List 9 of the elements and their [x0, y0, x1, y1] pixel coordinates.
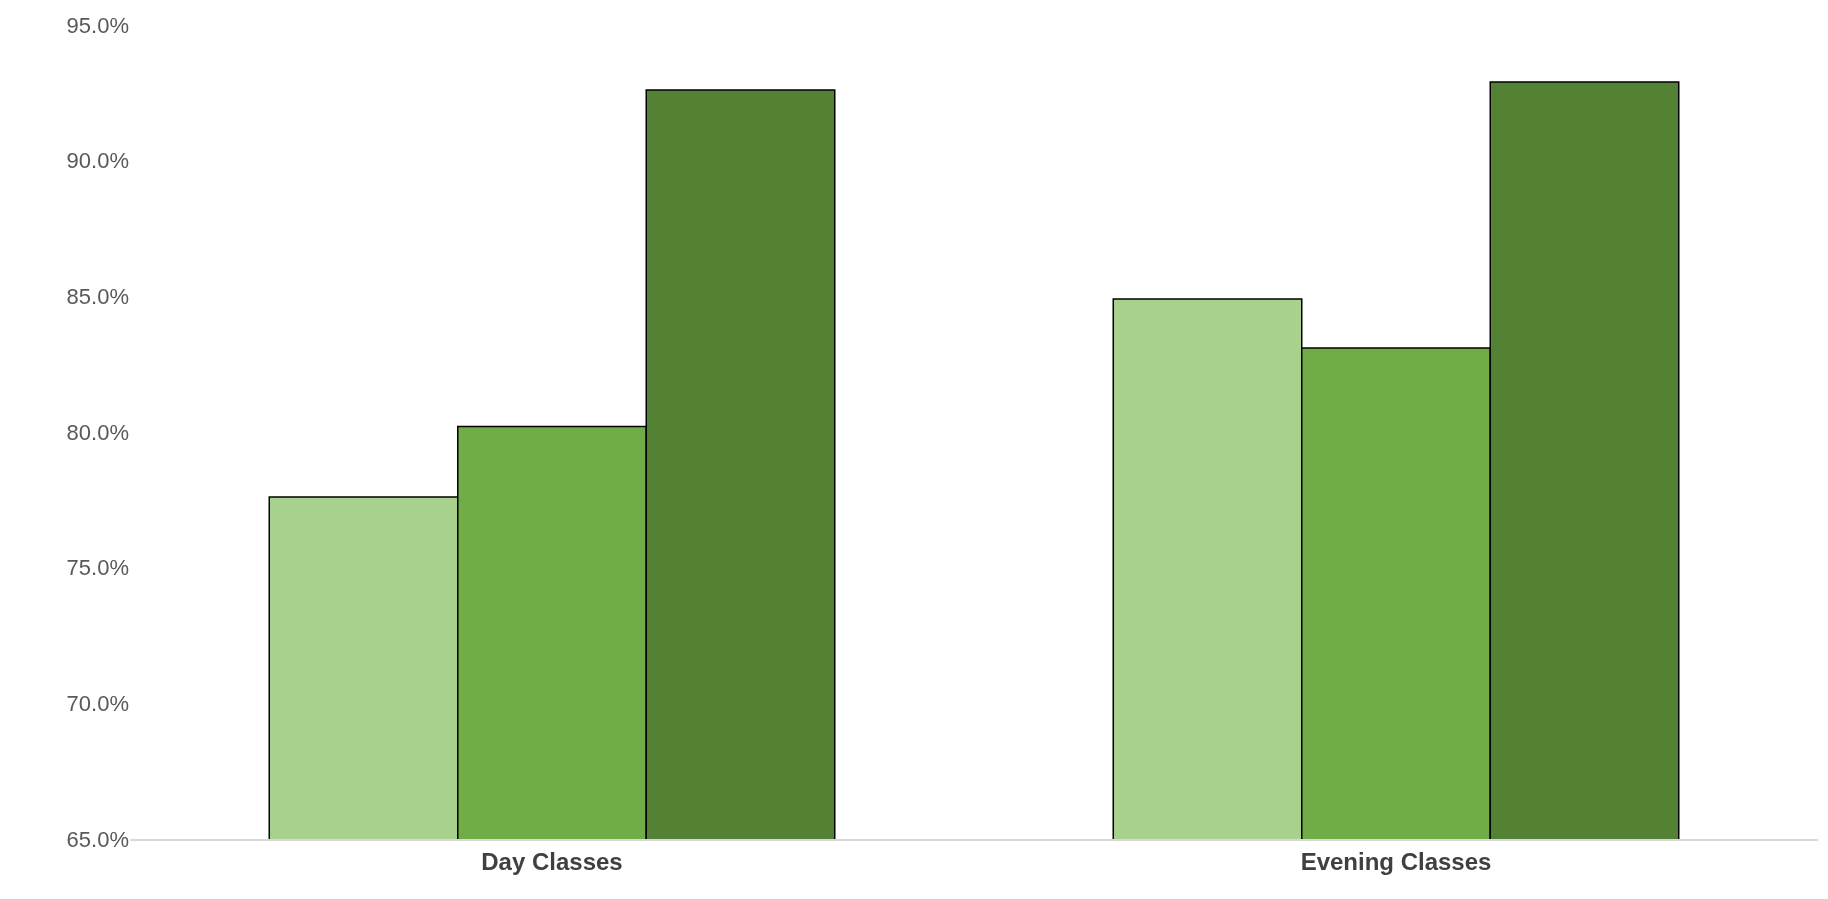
x-tick-label: Evening Classes: [1300, 847, 1492, 875]
x-tick-label: Day Classes: [481, 847, 623, 875]
y-tick-label: 80.0%: [66, 419, 129, 445]
y-tick-label: 90.0%: [66, 148, 129, 174]
y-tick-label: 95.0%: [66, 12, 129, 38]
y-tick-label: 75.0%: [66, 555, 129, 581]
y-tick-label: 70.0%: [66, 691, 129, 717]
y-tick-label: 85.0%: [66, 284, 129, 310]
y-tick-label: 65.0%: [66, 826, 129, 852]
